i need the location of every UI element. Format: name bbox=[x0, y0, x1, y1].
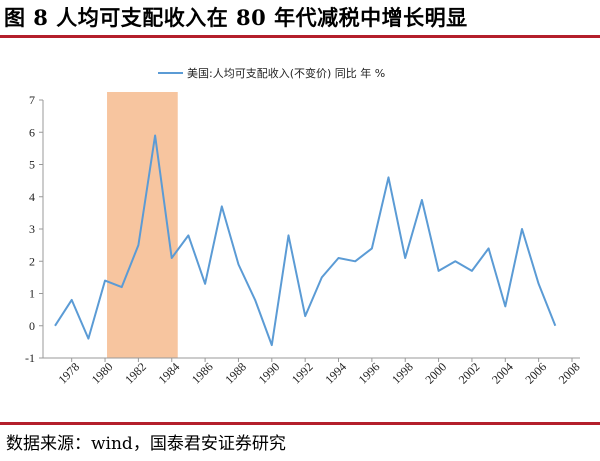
y-tick-label: 1 bbox=[29, 287, 35, 301]
x-tick-label: 1984 bbox=[155, 360, 182, 387]
x-tick-label: 1994 bbox=[322, 360, 349, 387]
x-tick-label: 1982 bbox=[122, 360, 149, 387]
x-tick-label: 1996 bbox=[356, 360, 383, 387]
bottom-rule bbox=[0, 422, 600, 425]
y-tick-label: 6 bbox=[29, 125, 35, 139]
y-tick-label: 0 bbox=[29, 319, 35, 333]
legend: 美国:人均可支配收入(不变价) 同比 年 % bbox=[158, 66, 385, 80]
x-tick-label: 2004 bbox=[489, 360, 516, 387]
y-tick-label: 4 bbox=[29, 190, 35, 204]
x-tick-label: 2002 bbox=[456, 360, 483, 387]
y-tick-label: 3 bbox=[29, 222, 35, 236]
x-tick-label: 1992 bbox=[289, 360, 316, 387]
y-tick-label: 7 bbox=[29, 93, 35, 107]
x-tick-label: 2008 bbox=[556, 360, 583, 387]
figure-title: 图 8 人均可支配收入在 80 年代减税中增长明显 bbox=[4, 5, 468, 30]
source-note: 数据来源：wind，国泰君安证券研究 bbox=[6, 434, 286, 454]
x-tick-label: 2000 bbox=[422, 360, 449, 387]
x-tick-label: 2006 bbox=[522, 360, 549, 387]
top-rule bbox=[0, 35, 600, 38]
x-tick-label: 1978 bbox=[55, 360, 82, 387]
x-tick-label: 1986 bbox=[189, 360, 216, 387]
y-tick-label: 5 bbox=[29, 158, 35, 172]
legend-label: 美国:人均可支配收入(不变价) 同比 年 % bbox=[187, 66, 385, 80]
series-layer bbox=[54, 134, 557, 347]
y-tick-label: -1 bbox=[25, 351, 35, 365]
series-line bbox=[54, 134, 557, 347]
y-tick-label: 2 bbox=[29, 254, 35, 268]
x-tick-label: 1980 bbox=[89, 360, 116, 387]
x-tick-label: 1998 bbox=[389, 360, 416, 387]
x-tick-label: 1988 bbox=[222, 360, 249, 387]
x-tick-label: 1990 bbox=[256, 360, 283, 387]
